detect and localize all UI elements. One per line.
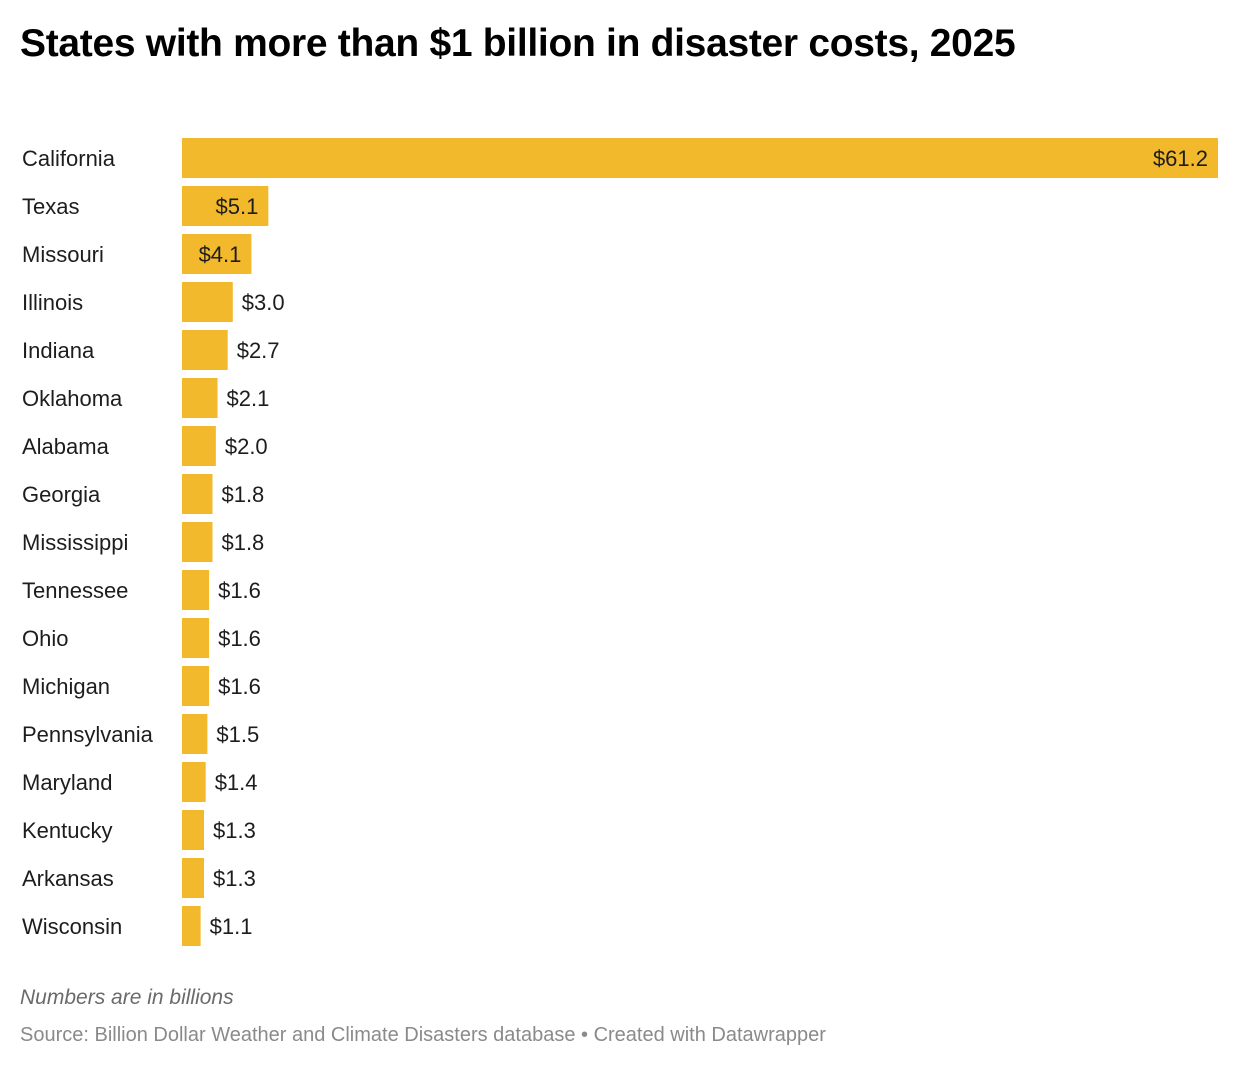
value-label: $1.1: [210, 914, 253, 939]
bar: [182, 570, 210, 610]
bar-row: Arkansas $1.3: [22, 858, 256, 898]
category-label: California: [22, 146, 116, 171]
chart-source-footer: Source: Billion Dollar Weather and Clima…: [20, 1024, 826, 1046]
category-label: Michigan: [22, 674, 110, 699]
value-label: $1.3: [213, 818, 256, 843]
value-label: $5.1: [216, 194, 259, 219]
value-label: $61.2: [1153, 146, 1208, 171]
category-label: Georgia: [22, 482, 101, 507]
bar: [182, 906, 201, 946]
category-label: Illinois: [22, 290, 83, 315]
bar: [182, 378, 218, 418]
bar: [182, 762, 206, 802]
bar: [182, 426, 216, 466]
category-label: Texas: [22, 194, 79, 219]
bar-row: Tennessee $1.6: [22, 570, 261, 610]
bar-row: Wisconsin $1.1: [22, 906, 252, 946]
category-label: Wisconsin: [22, 914, 122, 939]
category-label: Kentucky: [22, 818, 113, 843]
bar-chart: California $61.2 Texas $5.1 Missouri $4.1 Illi…: [22, 138, 1218, 946]
bar-row: Indiana $2.7: [22, 330, 280, 370]
bar-row: Illinois $3.0: [22, 282, 285, 322]
category-label: Pennsylvania: [22, 722, 154, 747]
category-label: Mississippi: [22, 530, 128, 555]
bar: [182, 810, 205, 850]
bar: [182, 330, 228, 370]
bar: [182, 618, 210, 658]
value-label: $2.1: [227, 386, 270, 411]
category-label: Indiana: [22, 338, 95, 363]
value-label: $1.6: [218, 674, 261, 699]
value-label: $1.5: [216, 722, 259, 747]
category-label: Arkansas: [22, 866, 114, 891]
bar-row: Michigan $1.6: [22, 666, 261, 706]
bar: [182, 282, 233, 322]
bar-row: Texas $5.1: [22, 186, 269, 226]
value-label: $1.8: [221, 482, 264, 507]
bar: [182, 714, 208, 754]
value-label: $4.1: [199, 242, 242, 267]
category-label: Alabama: [22, 434, 110, 459]
bar: [182, 522, 213, 562]
chart-notes: Numbers are in billions: [20, 986, 234, 1009]
bar: [182, 666, 210, 706]
value-label: $1.3: [213, 866, 256, 891]
value-label: $1.4: [215, 770, 258, 795]
category-label: Maryland: [22, 770, 112, 795]
bar-row: Pennsylvania $1.5: [22, 714, 259, 754]
value-label: $1.6: [218, 626, 261, 651]
bar-row: Ohio $1.6: [22, 618, 261, 658]
bar: [182, 186, 269, 226]
category-label: Ohio: [22, 626, 68, 651]
bar-row: Maryland $1.4: [22, 762, 258, 802]
category-label: Missouri: [22, 242, 104, 267]
bar-row: Mississippi $1.8: [22, 522, 264, 562]
bar-row: Alabama $2.0: [22, 426, 268, 466]
bar-row: Missouri $4.1: [22, 234, 252, 274]
bar: [182, 474, 213, 514]
bar-row: Georgia $1.8: [22, 474, 264, 514]
value-label: $1.6: [218, 578, 261, 603]
bar-row: Oklahoma $2.1: [22, 378, 269, 418]
bar: [182, 858, 205, 898]
category-label: Oklahoma: [22, 386, 123, 411]
bar-row: Kentucky $1.3: [22, 810, 256, 850]
bar: [182, 138, 1218, 178]
value-label: $2.0: [225, 434, 268, 459]
category-label: Tennessee: [22, 578, 128, 603]
value-label: $3.0: [242, 290, 285, 315]
chart-title: States with more than $1 billion in disa…: [20, 22, 1016, 65]
bar: [182, 234, 252, 274]
value-label: $1.8: [221, 530, 264, 555]
bar-row: California $61.2: [22, 138, 1218, 178]
value-label: $2.7: [237, 338, 280, 363]
bar-rows: California $61.2 Texas $5.1 Missouri $4.1 Illi…: [22, 138, 1218, 946]
